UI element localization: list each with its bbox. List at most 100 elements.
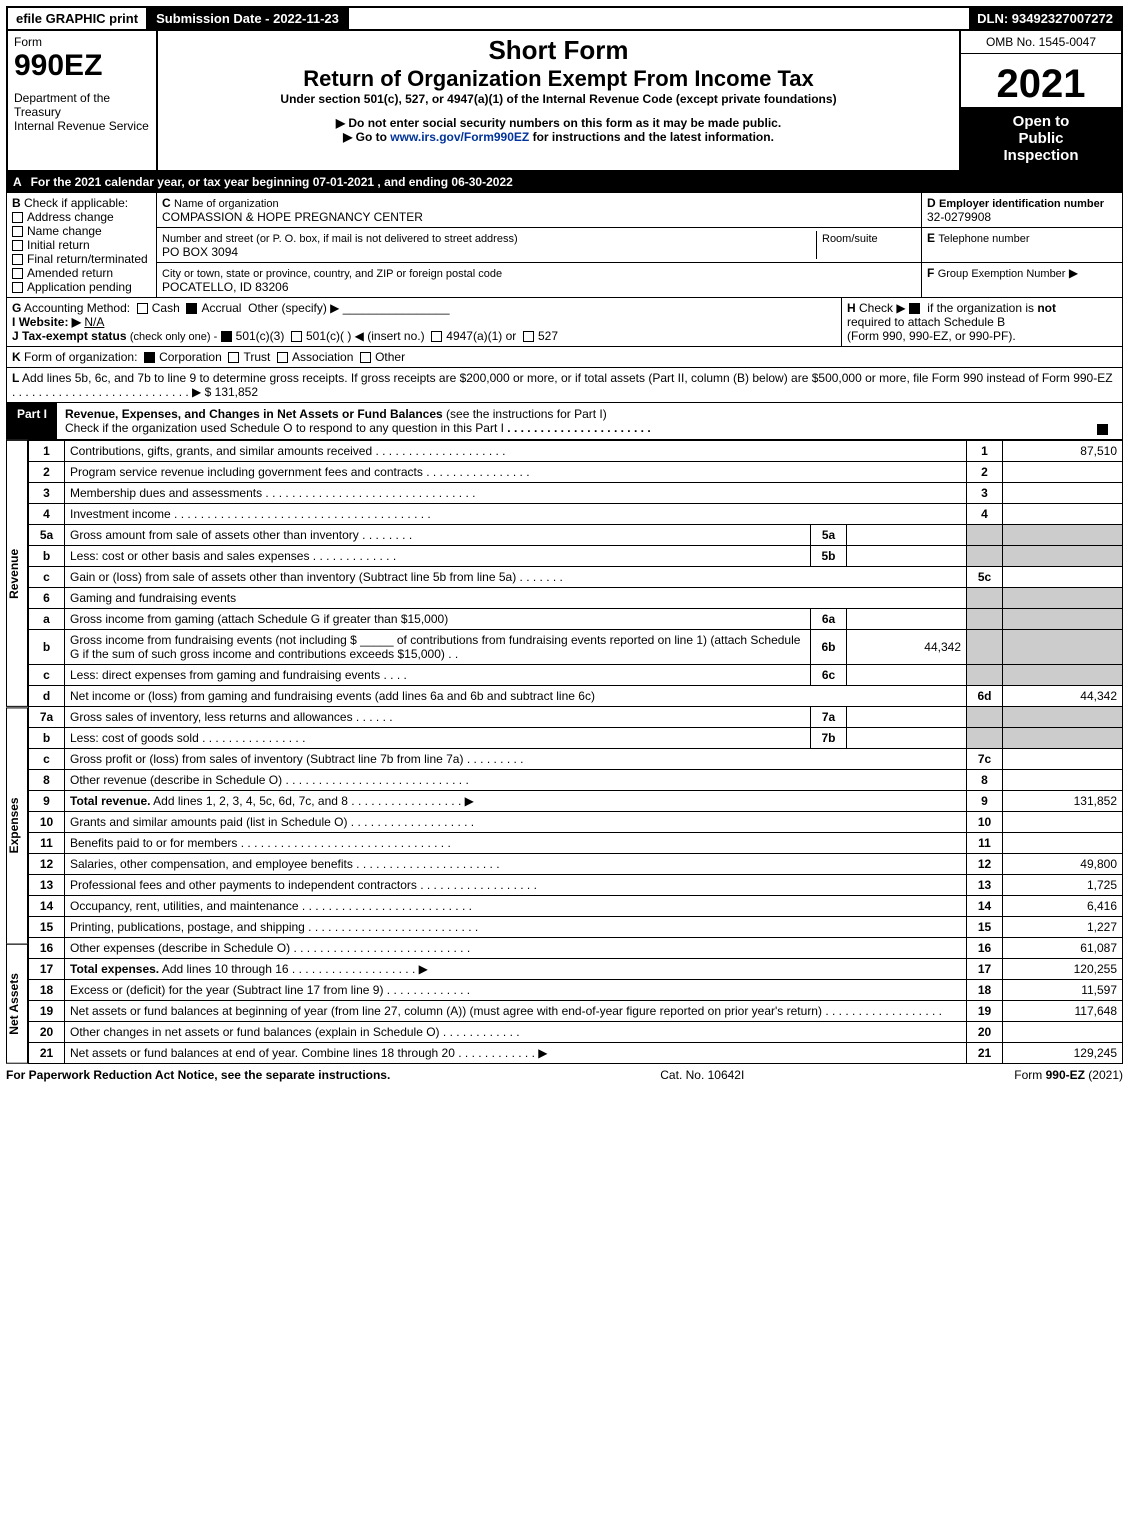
l7b-sn: 7b — [811, 728, 847, 749]
l7c-desc: Gross profit or (loss) from sales of inv… — [70, 752, 463, 766]
l18-desc: Excess or (deficit) for the year (Subtra… — [70, 983, 383, 997]
l15-desc: Printing, publications, postage, and shi… — [70, 920, 305, 934]
l12-num: 12 — [29, 854, 65, 875]
irs-link[interactable]: www.irs.gov/Form990EZ — [390, 130, 529, 144]
l8-rn: 8 — [967, 770, 1003, 791]
section-l: L Add lines 5b, 6c, and 7b to line 9 to … — [6, 368, 1123, 403]
l7a-desc: Gross sales of inventory, less returns a… — [70, 710, 353, 724]
dept-line-2: Internal Revenue Service — [14, 119, 150, 133]
part1-check-text: Check if the organization used Schedule … — [65, 421, 504, 435]
l6a-sn: 6a — [811, 609, 847, 630]
l11-rv — [1003, 833, 1123, 854]
expenses-label: Expenses — [6, 707, 28, 944]
j-note: (check only one) - — [130, 331, 217, 343]
l6b-sv: 44,342 — [847, 630, 967, 665]
trust-check[interactable] — [228, 352, 239, 363]
l18-rv: 11,597 — [1003, 980, 1123, 1001]
h-t3: not — [1037, 301, 1056, 315]
501c-check[interactable] — [291, 331, 302, 342]
b-opt-0: Address change — [27, 210, 114, 224]
line-13: 13Professional fees and other payments t… — [29, 875, 1123, 896]
4947-check[interactable] — [431, 331, 442, 342]
l17-arrow: ▶ — [419, 962, 428, 976]
l3-rn: 3 — [967, 483, 1003, 504]
l2-rn: 2 — [967, 462, 1003, 483]
l21-arrow: ▶ — [538, 1046, 547, 1060]
name-change-check[interactable] — [12, 226, 23, 237]
l1-rn: 1 — [967, 441, 1003, 462]
l6c-rn — [967, 665, 1003, 686]
l5c-rv — [1003, 567, 1123, 588]
revenue-label: Revenue — [6, 440, 28, 707]
l3-num: 3 — [29, 483, 65, 504]
l19-num: 19 — [29, 1001, 65, 1022]
l6c-rv — [1003, 665, 1123, 686]
line-14: 14Occupancy, rent, utilities, and mainte… — [29, 896, 1123, 917]
l14-rn: 14 — [967, 896, 1003, 917]
j-title: Tax-exempt status — [22, 329, 126, 343]
l12-rn: 12 — [967, 854, 1003, 875]
l11-rn: 11 — [967, 833, 1003, 854]
l8-num: 8 — [29, 770, 65, 791]
l5a-rv — [1003, 525, 1123, 546]
line-15: 15 Printing, publications, postage, and s… — [29, 917, 1123, 938]
k-label: K — [12, 350, 21, 364]
amended-return-check[interactable] — [12, 268, 23, 279]
l21-rn: 21 — [967, 1043, 1003, 1064]
l6a-sv — [847, 609, 967, 630]
g-title: Accounting Method: — [24, 301, 130, 315]
line-16: 16Other expenses (describe in Schedule O… — [29, 938, 1123, 959]
k-opt2: Association — [292, 350, 353, 364]
j-opt4: 527 — [538, 329, 558, 343]
l5a-num: 5a — [29, 525, 65, 546]
footer-form: 990-EZ — [1046, 1068, 1085, 1082]
l11-num: 11 — [29, 833, 65, 854]
l18-rn: 18 — [967, 980, 1003, 1001]
l21-rv: 129,245 — [1003, 1043, 1123, 1064]
other-check[interactable] — [360, 352, 371, 363]
l6a-num: a — [29, 609, 65, 630]
d-label: D — [927, 196, 936, 210]
line-10: 10Grants and similar amounts paid (list … — [29, 812, 1123, 833]
l5b-rn — [967, 546, 1003, 567]
501c3-check[interactable] — [221, 331, 232, 342]
l20-desc: Other changes in net assets or fund bala… — [70, 1025, 440, 1039]
footer-right: Form 990-EZ (2021) — [1014, 1068, 1123, 1082]
k-opt3: Other — [375, 350, 405, 364]
initial-return-check[interactable] — [12, 240, 23, 251]
section-b: B Check if applicable: Address change Na… — [7, 193, 157, 297]
line-5a: 5aGross amount from sale of assets other… — [29, 525, 1123, 546]
addr-change-check[interactable] — [12, 212, 23, 223]
l2-rv — [1003, 462, 1123, 483]
accrual-check[interactable] — [186, 303, 197, 314]
corp-check[interactable] — [144, 352, 155, 363]
527-check[interactable] — [523, 331, 534, 342]
header-row: Form 990EZ Department of the Treasury In… — [6, 31, 1123, 172]
schedb-check[interactable] — [909, 303, 920, 314]
lines-wrapper: Revenue Expenses Net Assets 1Contributio… — [6, 440, 1123, 1064]
line-21: 21Net assets or fund balances at end of … — [29, 1043, 1123, 1064]
assoc-check[interactable] — [277, 352, 288, 363]
b-title: Check if applicable: — [24, 196, 128, 210]
l1-num: 1 — [29, 441, 65, 462]
side-labels: Revenue Expenses Net Assets — [6, 440, 28, 1064]
l11-desc: Benefits paid to or for members — [70, 836, 237, 850]
final-return-check[interactable] — [12, 254, 23, 265]
l7a-rv — [1003, 707, 1123, 728]
app-pending-check[interactable] — [12, 282, 23, 293]
j-opt3: 4947(a)(1) or — [446, 329, 516, 343]
efile-label[interactable]: efile GRAPHIC print — [8, 8, 148, 29]
l6-rv — [1003, 588, 1123, 609]
l12-desc: Salaries, other compensation, and employ… — [70, 857, 353, 871]
g-other: Other (specify) ▶ — [248, 301, 339, 315]
l19-desc: Net assets or fund balances at beginning… — [70, 1004, 822, 1018]
cash-check[interactable] — [137, 303, 148, 314]
c-label: C — [162, 196, 171, 210]
schedule-o-check[interactable] — [1097, 424, 1108, 435]
k-title: Form of organization: — [24, 350, 137, 364]
l9-desc: Add lines 1, 2, 3, 4, 5c, 6d, 7c, and 8 — [153, 794, 348, 808]
l6a-rn — [967, 609, 1003, 630]
l15-num: 15 — [29, 917, 65, 938]
l6d-rv: 44,342 — [1003, 686, 1123, 707]
footer: For Paperwork Reduction Act Notice, see … — [6, 1064, 1123, 1082]
